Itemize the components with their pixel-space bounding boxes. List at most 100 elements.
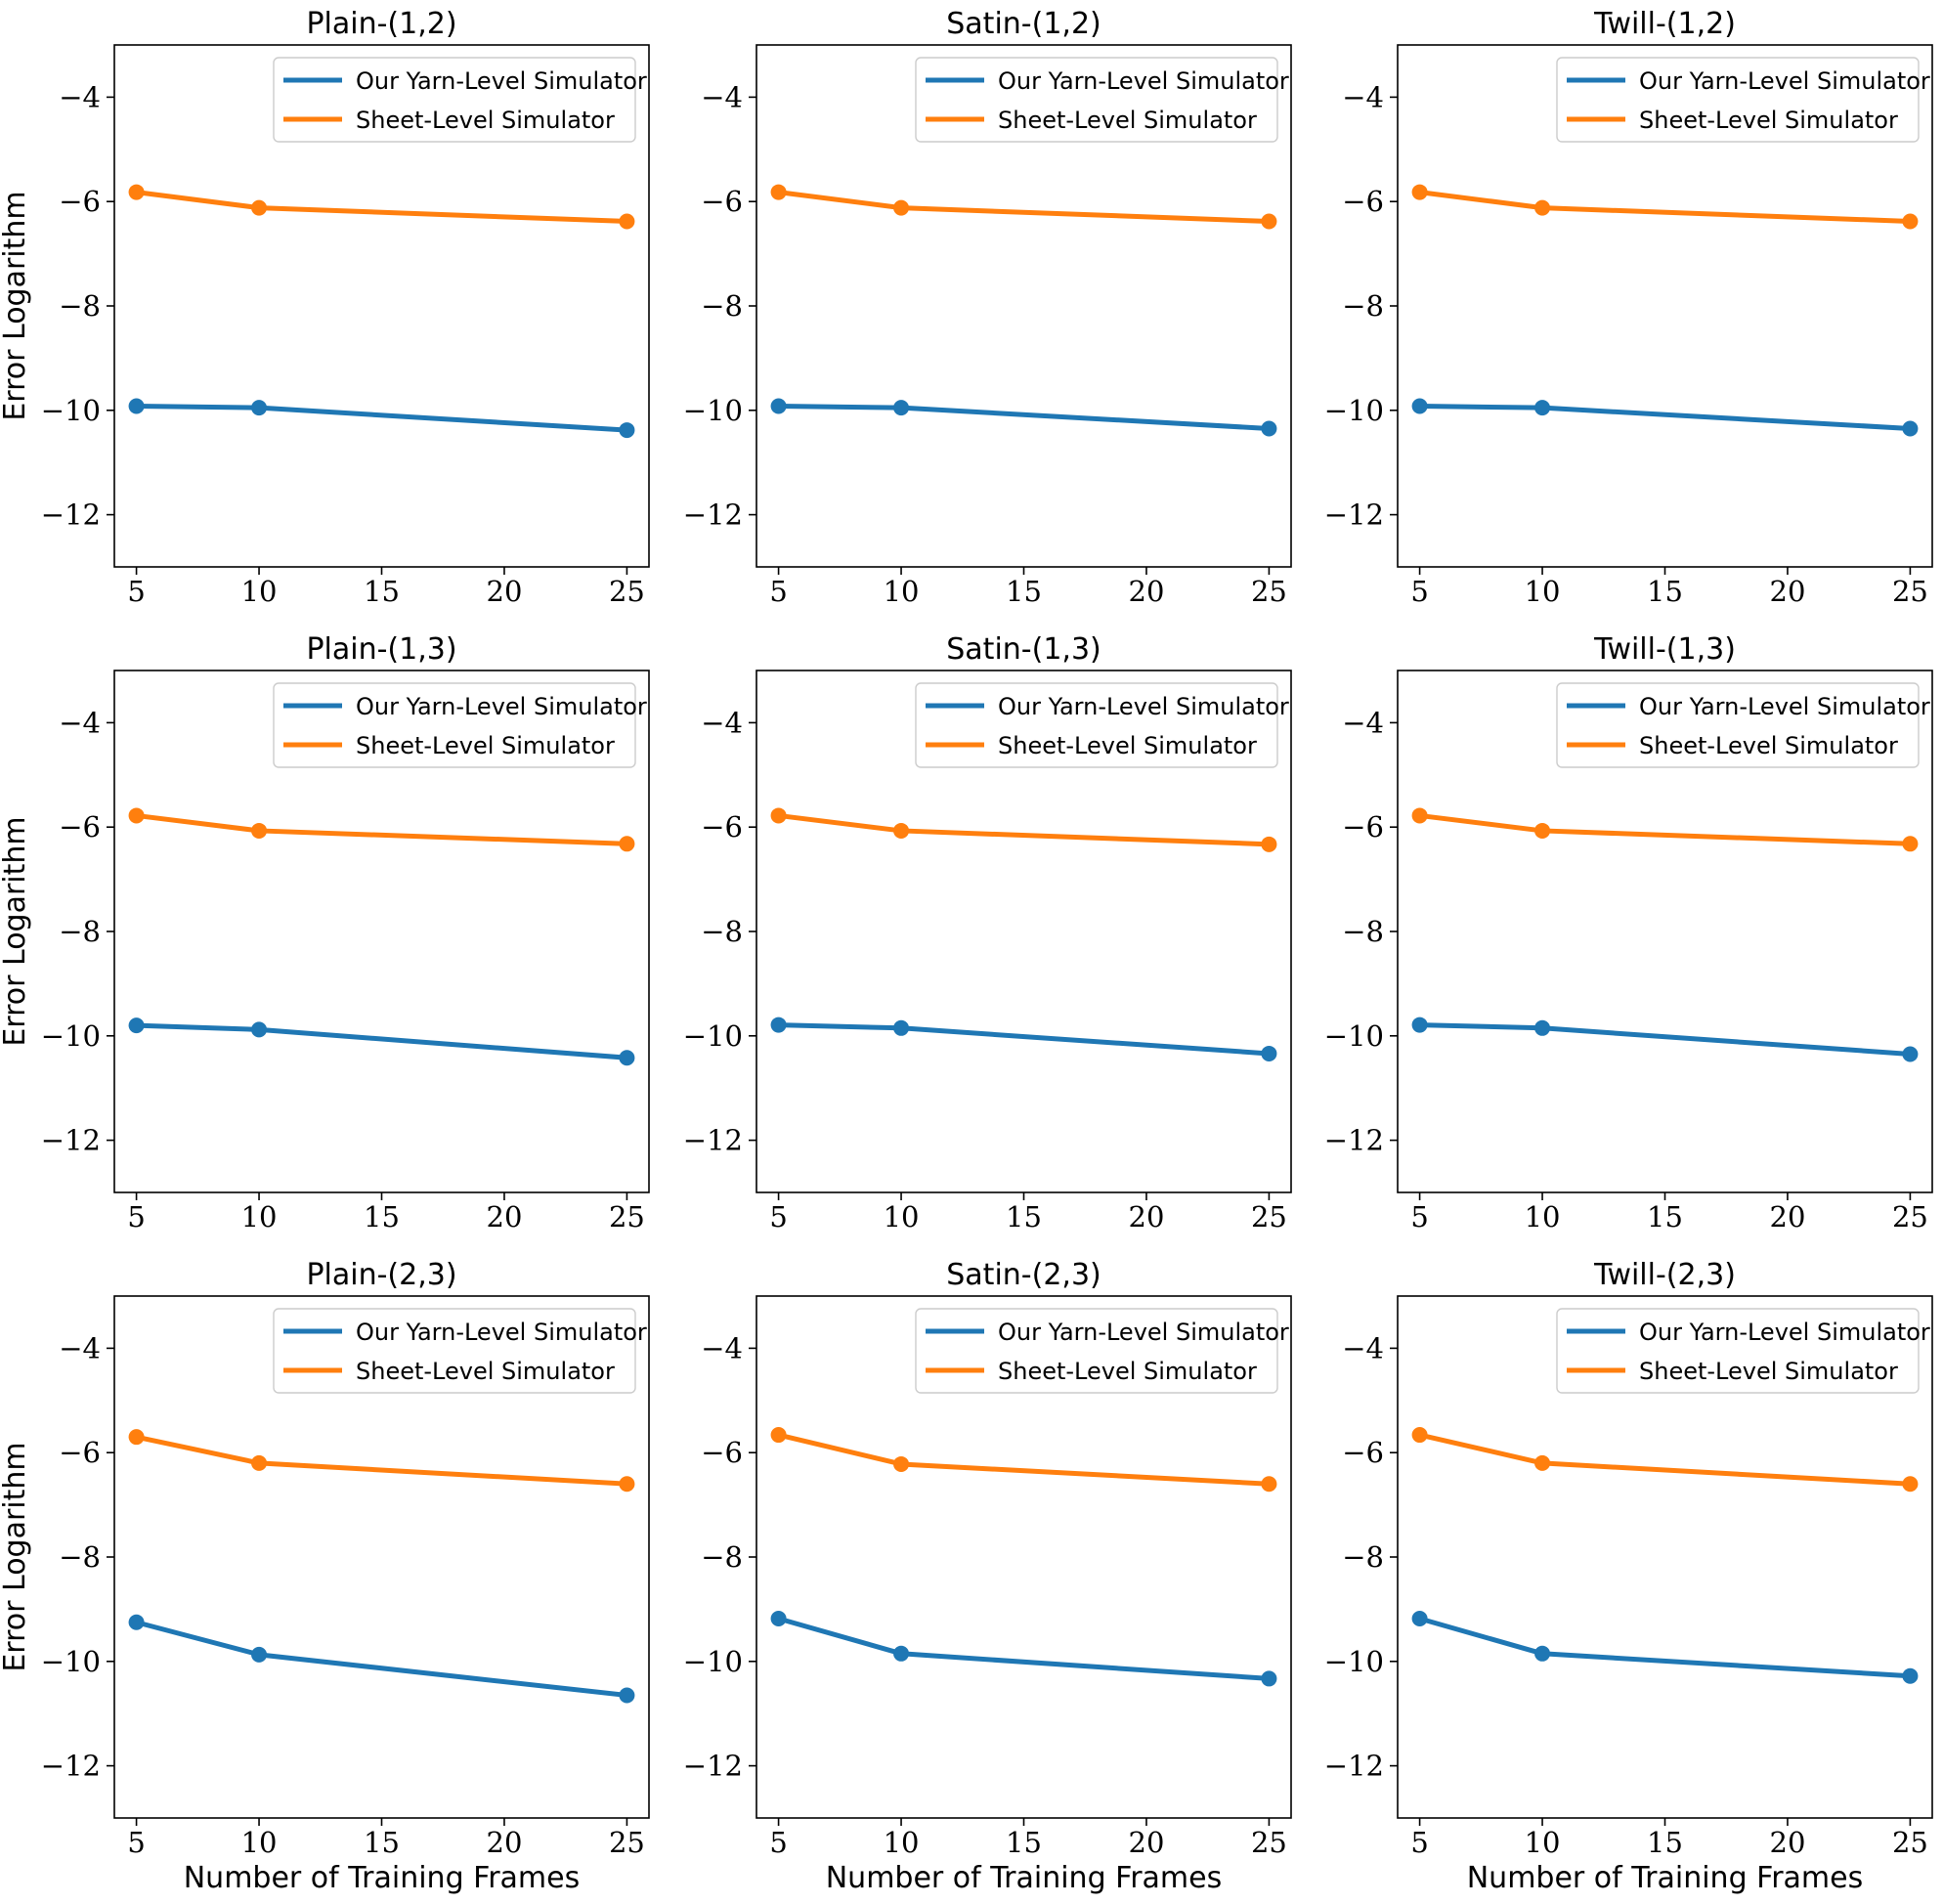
x-tick-label: 15	[1006, 1200, 1042, 1233]
data-point	[251, 400, 268, 416]
x-tick-label: 5	[1410, 575, 1428, 608]
y-tick-label: −8	[701, 289, 743, 323]
legend: Our Yarn-Level Simulator Sheet-Level Simu…	[273, 682, 647, 768]
plot-frame	[756, 1295, 1292, 1819]
x-tick-label: 5	[769, 1200, 787, 1233]
x-tick-label: 10	[884, 575, 920, 608]
y-tick-label: −10	[41, 394, 101, 427]
x-axis-label: Number of Training Frames	[184, 1861, 581, 1895]
panel-4: Satin-(1,3) −4 −6 −8 −10 −12 5 10 15 20 25 Our Yarn…	[683, 632, 1292, 1233]
x-tick-label: 20	[487, 1200, 523, 1233]
legend: Our Yarn-Level Simulator Sheet-Level Simu…	[915, 57, 1289, 143]
data-point	[1534, 1454, 1551, 1471]
data-point	[251, 1646, 268, 1663]
y-tick-label: −12	[41, 1750, 101, 1783]
data-point	[619, 1687, 635, 1704]
legend: Our Yarn-Level Simulator Sheet-Level Simu…	[1556, 57, 1930, 143]
plot-frame	[113, 670, 650, 1193]
y-tick-label: −4	[1342, 1331, 1384, 1364]
y-tick-label: −12	[41, 498, 101, 532]
legend: Our Yarn-Level Simulator Sheet-Level Simu…	[915, 1308, 1289, 1394]
data-point	[893, 1645, 910, 1662]
data-point	[1411, 807, 1428, 824]
data-point	[893, 1455, 910, 1472]
x-tick-label: 5	[769, 1826, 787, 1859]
legend-label: Our Yarn-Level Simulator	[356, 1319, 647, 1346]
legend-label: Our Yarn-Level Simulator	[356, 67, 647, 95]
data-point	[128, 1429, 145, 1446]
y-tick-label: −10	[683, 1019, 743, 1053]
data-point	[1534, 822, 1551, 839]
x-tick-label: 25	[1251, 1826, 1287, 1859]
x-tick-label: 15	[1647, 1826, 1683, 1859]
y-tick-label: −4	[59, 80, 101, 113]
y-tick-label: −4	[59, 1331, 101, 1364]
plot-frame	[113, 44, 650, 568]
data-point	[619, 1476, 635, 1493]
y-tick-label: −8	[59, 915, 101, 948]
legend: Our Yarn-Level Simulator Sheet-Level Simu…	[1556, 1308, 1930, 1394]
y-tick-label: −12	[41, 1124, 101, 1157]
data-point	[619, 836, 635, 852]
data-point	[251, 199, 268, 216]
series-line-1	[1419, 812, 1911, 846]
y-tick-label: −8	[1342, 915, 1384, 948]
y-tick-label: −8	[59, 289, 101, 323]
x-tick-label: 5	[127, 1200, 145, 1233]
legend-label: Sheet-Level Simulator	[998, 732, 1257, 759]
series-line-0	[777, 1616, 1270, 1681]
legend-box	[915, 682, 1278, 768]
legend-label: Sheet-Level Simulator	[998, 1358, 1257, 1385]
data-point	[619, 1050, 635, 1066]
x-tick-label: 25	[1251, 575, 1287, 608]
x-tick-label: 25	[609, 1200, 645, 1233]
x-tick-label: 5	[769, 575, 787, 608]
y-tick-label: −4	[1342, 80, 1384, 113]
legend-label: Sheet-Level Simulator	[1639, 1358, 1898, 1385]
data-point	[128, 807, 145, 824]
y-axis-label: Error Logarithm	[0, 816, 32, 1046]
data-point	[1261, 213, 1277, 230]
data-point	[1261, 1670, 1277, 1687]
data-point	[770, 398, 787, 414]
legend-box	[273, 57, 636, 143]
y-axis-label: Error Logarithm	[0, 1442, 32, 1671]
series-line-0	[135, 1620, 627, 1698]
x-tick-label: 20	[487, 575, 523, 608]
panel-title: Twill-(1,2)	[1593, 7, 1736, 41]
series-line-0	[136, 404, 627, 433]
data-point	[1534, 199, 1551, 216]
panel-0: Plain-(1,2) −4 −6 −8 −10 −12 5 10 15 20 25 Error Lo…	[0, 7, 650, 608]
y-tick-label: −4	[1342, 706, 1384, 739]
data-point	[1902, 1046, 1919, 1062]
x-tick-label: 25	[1251, 1200, 1287, 1233]
series-line-1	[778, 812, 1270, 847]
y-tick-label: −12	[683, 498, 743, 532]
y-tick-label: −12	[683, 1750, 743, 1783]
x-tick-label: 10	[1525, 575, 1561, 608]
x-tick-label: 10	[884, 1826, 920, 1859]
y-tick-label: −4	[59, 706, 101, 739]
data-point	[770, 1017, 787, 1033]
data-point	[1261, 420, 1277, 437]
x-tick-label: 15	[1647, 1200, 1683, 1233]
data-point	[1261, 836, 1277, 852]
plot-frame	[1397, 1295, 1933, 1819]
y-tick-label: −12	[1324, 498, 1384, 532]
series-line-0	[1418, 1616, 1911, 1679]
x-tick-label: 25	[1892, 1200, 1928, 1233]
x-tick-label: 10	[241, 1826, 278, 1859]
y-tick-label: −10	[1324, 394, 1384, 427]
plot-frame	[1397, 670, 1933, 1193]
data-point	[251, 1021, 268, 1038]
data-point	[1411, 184, 1428, 200]
x-tick-label: 10	[1525, 1200, 1561, 1233]
legend-box	[273, 1308, 636, 1394]
panel-title: Plain-(1,3)	[306, 632, 456, 667]
panel-5: Twill-(1,3) −4 −6 −8 −10 −12 5 10 15 20 25 Our Yarn…	[1324, 632, 1933, 1233]
y-tick-label: −12	[683, 1124, 743, 1157]
panel-title: Satin-(1,3)	[946, 632, 1101, 667]
y-tick-label: −6	[701, 1436, 743, 1469]
data-point	[128, 1614, 145, 1630]
